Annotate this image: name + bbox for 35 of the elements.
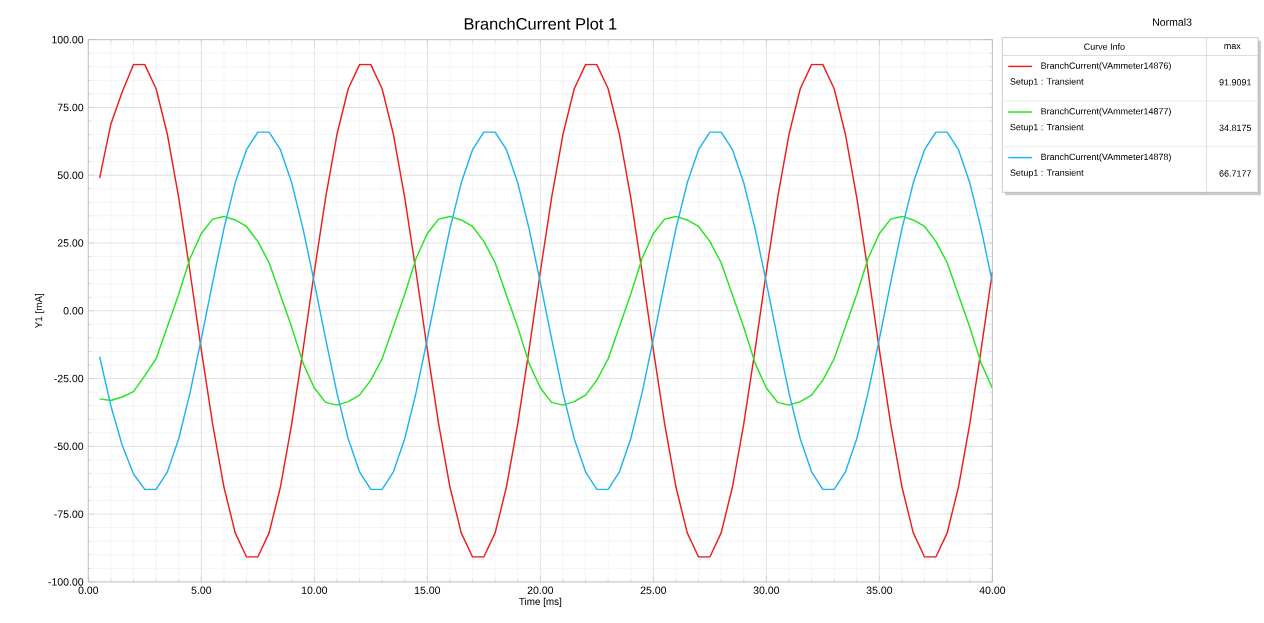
y-tick-label: 25.00 [57,239,84,247]
x-tick-label: 0.00 [78,586,99,595]
text: Normal3 [1153,18,1192,27]
legend-label: BranchCurrent(VAmmeter14876) [1041,62,1171,71]
y-tick-label: 0.00 [63,307,84,315]
legend-label: BranchCurrent(VAmmeter14877) [1041,108,1171,117]
x-tick-label: 40.00 [979,586,1006,595]
y-axis-title: Y1 [mA] [34,294,45,329]
legend-label: BranchCurrent(VAmmeter14878) [1041,153,1171,163]
line-series [98,64,993,558]
y-tick-label: -100.00 [48,578,84,586]
y-tick-label: -25.00 [54,375,84,383]
text: Setup1 : Transient [1010,78,1084,87]
y-tick-label: 50.00 [57,171,84,180]
x-tick-label: 35.00 [866,586,893,595]
legend-title: Curve Info [1084,43,1125,51]
y-tick-label: 100.00 [52,36,84,44]
chart-title: BranchCurrent Plot 1 [464,17,617,30]
x-tick-label: 30.00 [753,586,780,595]
x-tick-label: 25.00 [640,586,667,595]
y-tick-label: 75.00 [57,103,84,112]
text: Setup1 : Transient [1010,169,1084,178]
text: Setup1 : Transient [1010,123,1084,133]
line-series [98,131,993,491]
x-tick-label: 15.00 [414,586,441,595]
text: 66.7177 [1219,170,1251,177]
x-tick-label: 10.00 [301,586,328,595]
y-tick-label: -50.00 [54,442,84,451]
y-tick-label: -75.00 [54,510,84,519]
x-tick-label: 5.00 [191,586,212,595]
text: 91.9091 [1219,79,1251,86]
text: max [1224,44,1241,50]
x-tick-label: 20.00 [527,586,554,595]
x-axis-title: Time [ms] [519,598,562,608]
text: 34.8175 [1219,124,1252,132]
